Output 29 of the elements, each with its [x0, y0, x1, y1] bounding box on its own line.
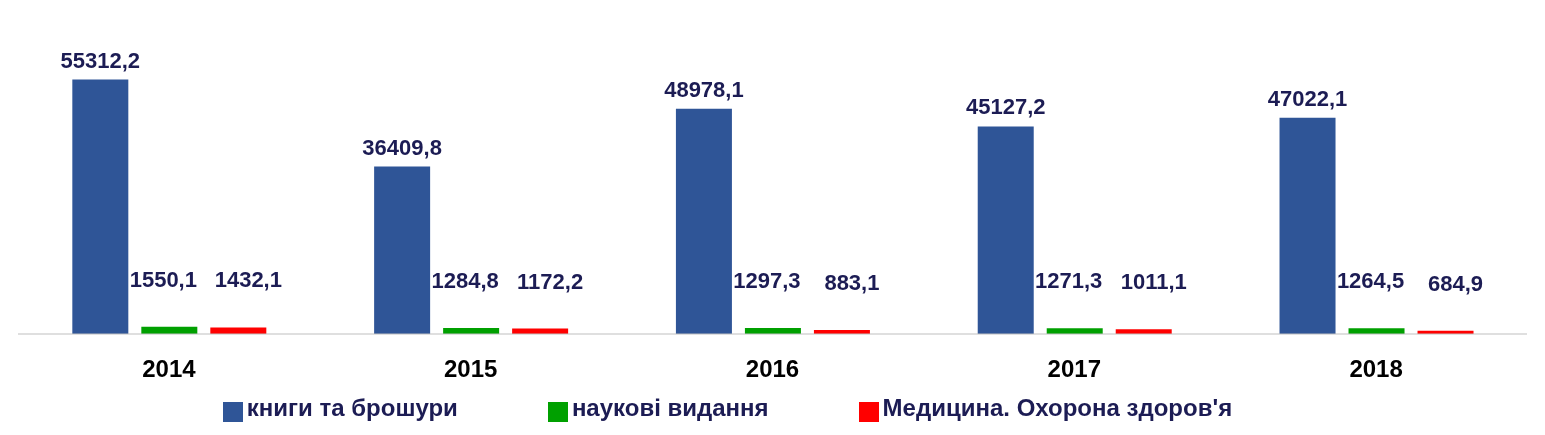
data-label: 684,9 — [1427, 270, 1484, 296]
legend-label: наукові видання — [571, 394, 769, 421]
data-label: 1550,1 — [129, 266, 197, 292]
data-label: 1432,1 — [214, 267, 282, 293]
x-tick-label: 2014 — [142, 355, 197, 383]
data-label: 45127,2 — [965, 94, 1046, 120]
legend-label: книги та брошури — [246, 394, 458, 421]
data-label: 48978,1 — [664, 76, 744, 102]
data-label: 55312,2 — [60, 47, 141, 73]
bar — [374, 166, 431, 334]
data-label: 1264,5 — [1336, 268, 1405, 294]
data-label: 883,1 — [824, 269, 880, 295]
data-label: 1271,3 — [1035, 268, 1103, 294]
x-tick-label: 2017 — [1047, 355, 1101, 383]
data-label: 36409,8 — [362, 134, 442, 160]
bar — [977, 126, 1034, 334]
x-tick-label: 2015 — [444, 355, 498, 383]
data-label: 1284,8 — [431, 268, 499, 294]
data-label: 47022,1 — [1267, 85, 1348, 111]
legend-label: Медицина. Охорона здоров'я — [882, 394, 1233, 421]
data-label: 1172,2 — [517, 268, 584, 294]
x-tick-label: 2016 — [745, 355, 800, 383]
bar — [675, 108, 732, 334]
data-label: 1011,1 — [1120, 269, 1187, 295]
data-label: 1297,3 — [733, 268, 801, 294]
bar — [72, 79, 129, 334]
x-tick-label: 2018 — [1349, 355, 1403, 383]
bar — [1279, 117, 1336, 334]
bar — [210, 327, 267, 334]
